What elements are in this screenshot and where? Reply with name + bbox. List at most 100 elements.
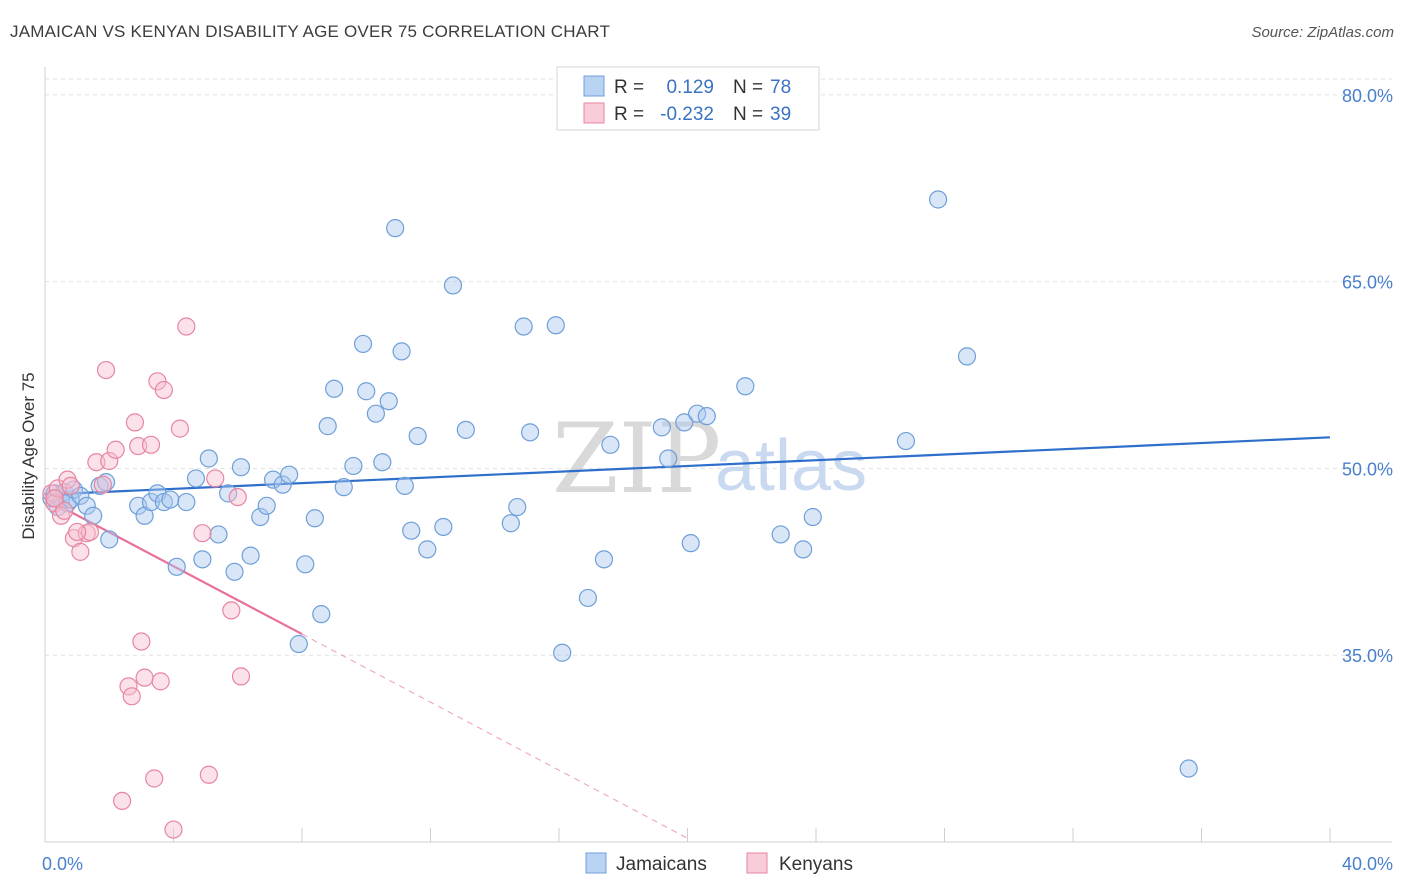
tick-labels: 35.0% 50.0% 65.0% 80.0% 0.0% 40.0%	[42, 86, 1393, 874]
jamaicans-point	[395, 476, 414, 495]
kenyans-point	[135, 668, 154, 687]
jamaicans-point	[456, 420, 475, 439]
jamaicans-point	[514, 317, 533, 336]
jamaicans-point	[418, 540, 437, 559]
legend-r-value-jamaicans: 0.129	[666, 77, 714, 98]
legend: R = 0.129 N = 78 R = -0.232 N = 39	[556, 66, 820, 131]
x-tick-label-0: 0.0%	[42, 854, 83, 874]
series-jamaicans	[42, 190, 1198, 778]
y-tick-label-3: 80.0%	[1342, 86, 1393, 106]
jamaicans-point	[928, 190, 948, 209]
jamaicans-point	[681, 534, 700, 553]
jamaicans-point	[386, 219, 405, 238]
kenyans-point	[125, 413, 145, 432]
trend-lines	[44, 436, 1331, 839]
jamaicans-point	[501, 514, 520, 533]
jamaicans-point	[434, 517, 453, 537]
jamaicans-point	[84, 506, 103, 525]
kenyans-point	[129, 436, 148, 456]
kenyans-point	[100, 451, 119, 471]
kenyans-point	[206, 469, 225, 488]
jamaicans-point	[520, 423, 540, 442]
jamaicans-point	[546, 316, 565, 335]
jamaicans-point	[652, 418, 671, 437]
kenyans-point	[106, 440, 125, 459]
jamaicans-point	[96, 473, 116, 492]
axes	[44, 67, 1392, 843]
source-label: Source: ZipAtlas.com	[1251, 24, 1394, 41]
jamaicans-point	[366, 404, 385, 423]
jamaicans-point	[167, 557, 186, 576]
jamaicans-point	[225, 562, 244, 581]
jamaicans-point	[736, 377, 755, 396]
kenyans-point	[145, 769, 164, 788]
legend-swatch-kenyans	[583, 102, 605, 124]
kenyans-trend-line	[44, 497, 303, 636]
kenyans-point	[68, 522, 87, 542]
kenyans-point	[45, 489, 64, 508]
jamaicans-point	[402, 521, 421, 540]
kenyans-point	[164, 820, 183, 839]
legend-n-value-kenyans: 39	[770, 104, 791, 125]
jamaicans-point	[601, 435, 620, 454]
jamaicans-point	[794, 540, 813, 559]
kenyans-point	[132, 632, 151, 651]
jamaicans-point	[659, 449, 678, 468]
data-points	[42, 190, 1198, 839]
jamaicans-point	[219, 484, 238, 503]
jamaicans-point	[334, 478, 353, 497]
jamaicans-point	[1179, 759, 1198, 778]
jamaicans-point	[193, 550, 212, 569]
jamaicans-point	[697, 407, 716, 426]
kenyans-point	[119, 677, 138, 696]
bottom-legend-swatch-kenyans	[746, 852, 768, 874]
jamaicans-point	[251, 507, 270, 527]
legend-n-label-jamaicans: N =	[733, 77, 763, 98]
kenyans-point	[141, 435, 161, 454]
kenyans-point	[93, 475, 112, 494]
jamaicans-point	[318, 417, 337, 436]
kenyans-trend-extension	[301, 633, 688, 839]
y-tick-label-1: 50.0%	[1342, 459, 1393, 479]
kenyans-point	[154, 380, 173, 400]
x-tick-label-1: 40.0%	[1342, 854, 1393, 874]
jamaicans-point	[231, 458, 251, 477]
kenyans-point	[61, 476, 80, 495]
legend-r-label-kenyans: R =	[614, 104, 644, 125]
watermark: ZIP atlas	[552, 403, 867, 515]
legend-r-label-jamaicans: R =	[614, 77, 644, 98]
kenyans-point	[170, 419, 190, 438]
jamaicans-point	[161, 490, 180, 509]
kenyans-point	[122, 687, 141, 706]
jamaicans-point	[553, 643, 572, 662]
kenyans-point	[222, 601, 241, 620]
jamaicans-point	[186, 469, 206, 488]
jamaicans-point	[325, 379, 344, 398]
jamaicans-point	[344, 456, 363, 476]
jamaicans-point	[379, 392, 398, 411]
jamaicans-point	[408, 426, 427, 446]
jamaicans-point	[273, 475, 292, 494]
legend-n-value-jamaicans: 78	[770, 77, 791, 98]
kenyans-point	[228, 487, 247, 507]
jamaicans-point	[357, 382, 376, 401]
bottom-legend-swatch-jamaicans	[585, 852, 607, 874]
jamaicans-point	[896, 431, 916, 451]
kenyans-point	[193, 524, 212, 543]
kenyans-point	[151, 672, 170, 691]
jamaicans-point	[594, 550, 614, 569]
y-tick-label-0: 35.0%	[1342, 646, 1393, 666]
jamaicans-point	[957, 347, 977, 366]
jamaicans-point	[392, 342, 411, 361]
legend-n-label-kenyans: N =	[733, 104, 763, 125]
kenyans-point	[55, 501, 74, 520]
kenyans-point	[177, 317, 196, 336]
jamaicans-point	[100, 530, 119, 549]
kenyans-point	[96, 360, 116, 380]
kenyans-point	[80, 522, 100, 542]
watermark-atlas: atlas	[715, 426, 867, 506]
kenyans-point	[71, 542, 90, 561]
jamaicans-trend-line	[44, 436, 1331, 496]
jamaicans-point	[77, 496, 96, 515]
